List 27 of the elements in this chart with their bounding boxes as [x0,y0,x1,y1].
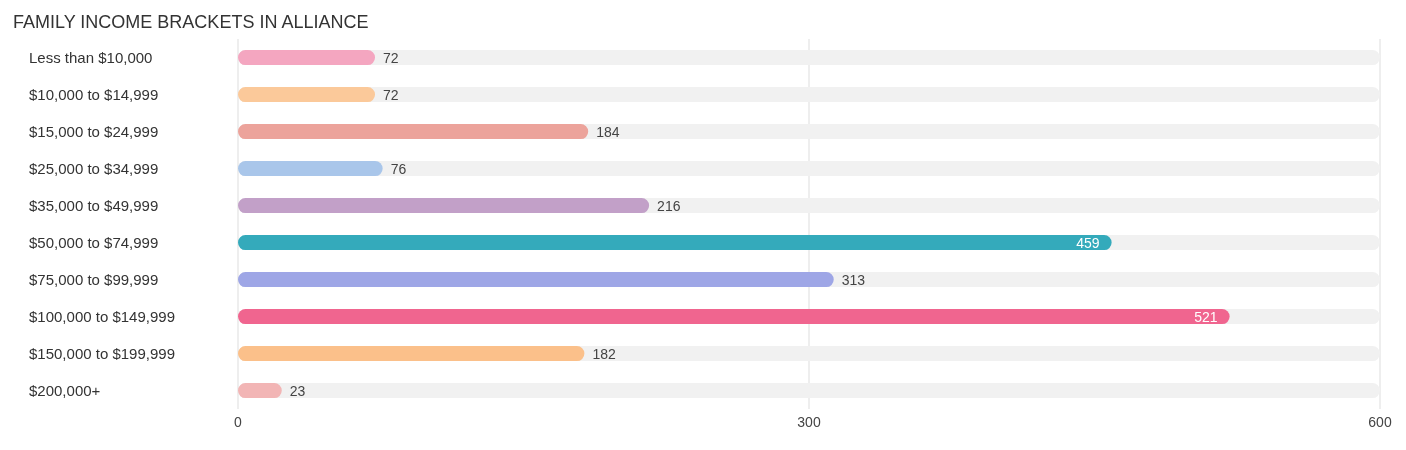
bar [238,87,376,103]
data-label: 23 [289,382,306,399]
y-tick-label: $50,000 to $74,999 [29,233,159,251]
data-label: 313 [841,271,866,288]
data-label: 182 [592,345,616,362]
x-tick-label: 600 [1368,413,1392,430]
y-tick-label: $200,000+ [29,381,101,399]
y-tick-label: $100,000 to $149,999 [29,307,175,325]
bar [238,161,383,177]
y-tick-label: $10,000 to $14,999 [29,85,159,103]
bar [238,50,376,66]
data-label: 216 [657,197,681,214]
y-tick-label: $150,000 to $199,999 [29,344,175,362]
y-tick-label: Less than $10,000 [29,48,153,66]
y-tick-label: $35,000 to $49,999 [29,196,159,214]
x-tick-label: 0 [234,413,243,430]
data-label: 76 [390,160,407,177]
x-tick-label: 300 [797,413,821,430]
data-label: 521 [1194,308,1218,325]
data-label: 72 [383,86,399,103]
chart-title: FAMILY INCOME BRACKETS IN ALLIANCE [12,11,370,33]
data-label: 72 [383,49,399,66]
y-tick-label: $75,000 to $99,999 [29,270,159,288]
y-tick-label: $15,000 to $24,999 [29,122,159,140]
y-tick-label: $25,000 to $34,999 [29,159,159,177]
data-label: 184 [596,123,620,140]
data-label: 459 [1076,234,1100,251]
